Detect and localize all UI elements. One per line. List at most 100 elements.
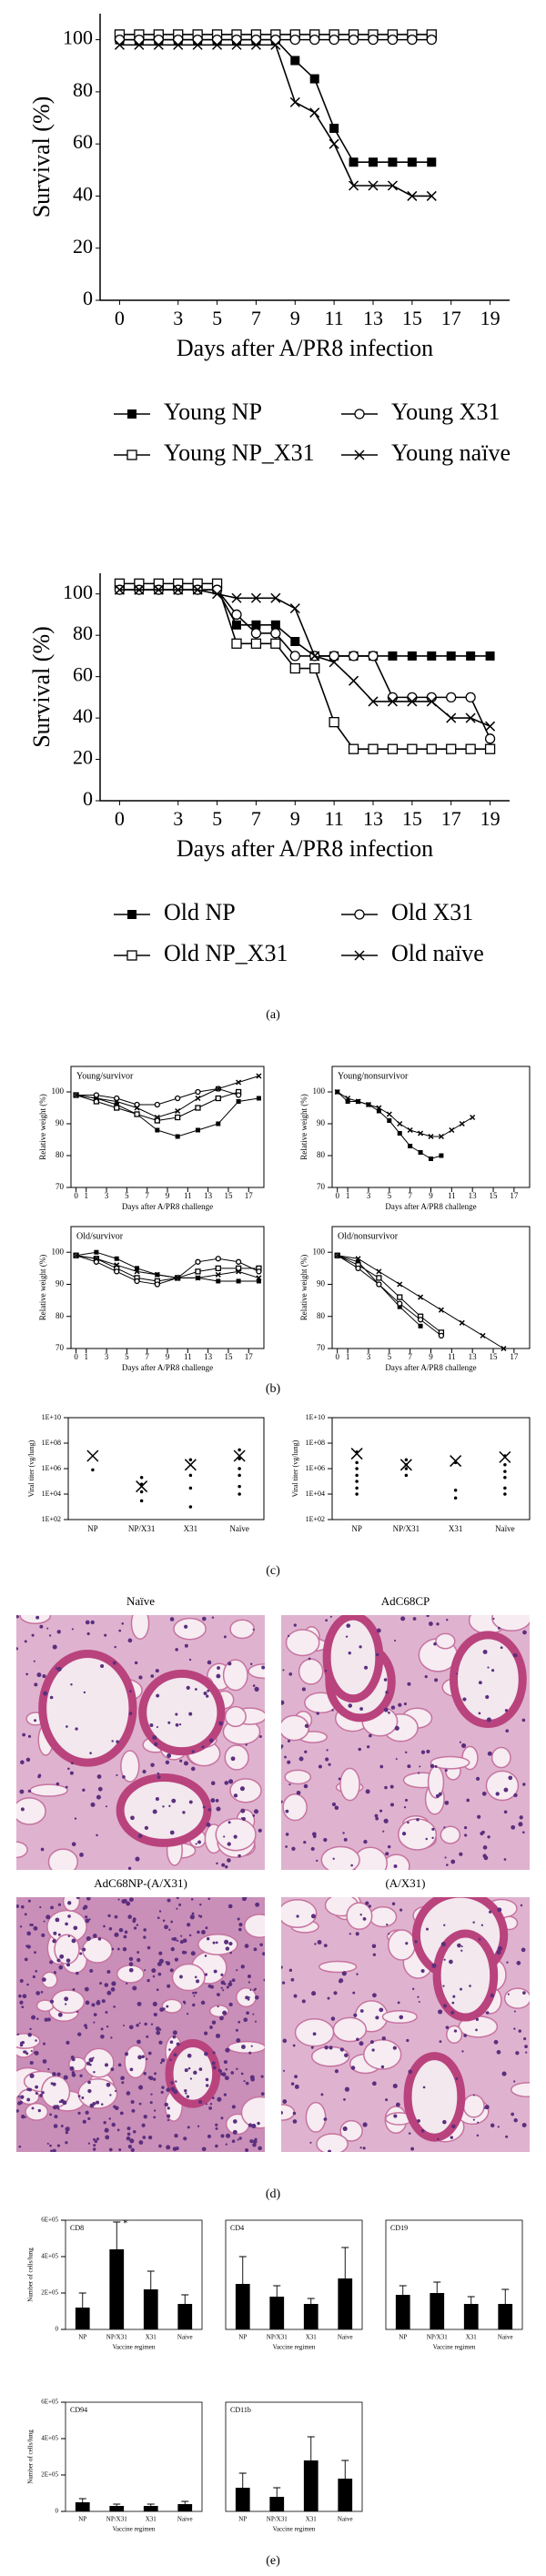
nucleus [87,2080,91,2085]
nucleus [261,1665,265,1670]
nucleus [245,2081,249,2086]
x-tick-label: 1 [346,1191,350,1200]
marker [356,1259,361,1265]
nucleus [281,1700,285,1705]
nucleus [495,1792,500,1796]
x-tick-label: Naive [177,2516,193,2523]
nucleus [383,1818,389,1823]
marker [153,34,164,45]
nucleus [359,1914,362,1916]
nucleus [443,1826,446,1829]
bar [430,2293,445,2329]
nucleus [39,2093,43,2097]
nucleus [206,1937,210,1941]
nucleus [392,2083,398,2089]
nucleus [487,1666,490,1669]
nucleus [212,2096,215,2099]
nucleus [179,1975,183,1979]
nucleus [88,2057,94,2063]
nucleus [76,1971,79,1975]
nucleus [442,1985,445,1987]
nucleus [223,2093,228,2096]
x-tick-label: 5 [125,1191,129,1200]
nucleus [128,1712,133,1715]
nucleus [29,2060,34,2066]
marker [429,1157,433,1161]
nucleus [54,2115,58,2119]
y-tick-label: 90 [317,1279,326,1288]
x-tick-label: NP/X31 [106,2334,127,2341]
nucleus [104,1983,109,1987]
nucleus [395,2102,400,2107]
x-axis-label: Vaccine regimen [273,2344,316,2351]
nucleus [132,1985,137,1991]
nucleus [496,1950,501,1955]
marker [134,1111,140,1117]
nucleus [513,1793,518,1798]
tissue [281,1897,530,2152]
nucleus [130,2099,135,2105]
nucleus [250,2076,255,2082]
nucleus [70,1682,73,1686]
nucleus [344,2086,350,2092]
bar [75,2502,90,2511]
x-tick-label: 7 [251,807,261,830]
nucleus [112,1661,116,1665]
nucleus [312,1834,317,1838]
nucleus [35,2039,37,2042]
nucleus [40,1847,45,1852]
legend-label: Young X31 [391,399,500,425]
nucleus [89,2063,92,2066]
marker [465,692,476,703]
nucleus [17,2095,20,2098]
nucleus [203,1691,207,1695]
nucleus [210,1798,216,1803]
nucleus [113,2105,116,2109]
nucleus [41,2091,45,2095]
nucleus [292,2119,298,2124]
marker [251,620,261,630]
series-line [337,1255,442,1333]
nucleus [420,2129,425,2133]
nucleus [477,2121,480,2124]
marker [154,1281,160,1288]
nucleus [452,1995,456,1998]
nucleus [16,1904,19,1908]
nucleus [167,2106,170,2110]
nucleus [30,2050,33,2053]
nucleus [389,1784,394,1789]
tissue [16,1615,265,1870]
nucleus [113,2005,116,2008]
marker [256,1073,262,1079]
nucleus [175,1712,178,1716]
marker [289,96,300,107]
nucleus [343,1837,348,1842]
nucleus [192,2003,196,2007]
marker [289,34,300,45]
nucleus [444,1800,450,1805]
nucleus [442,2119,447,2125]
nucleus [204,1955,207,1957]
bar [177,2504,193,2511]
y-tick-label: 20 [73,746,93,769]
nucleus [393,2114,398,2118]
nucleus [511,1824,516,1830]
nucleus [248,2123,253,2127]
nucleus [138,1675,143,1680]
nucleus [105,1805,107,1808]
nucleus [243,2017,248,2023]
nucleus [96,2000,101,2005]
nucleus [400,1616,406,1621]
nucleus [150,2023,154,2025]
nucleus [44,2017,49,2022]
x-tick-label: 11 [325,307,344,329]
nucleus [183,2137,187,2141]
alveolus [171,1963,206,1992]
alveolus [130,1615,150,1640]
nucleus [230,1756,236,1762]
nucleus [404,1798,409,1802]
nucleus [304,1723,309,1729]
nucleus [406,2038,410,2043]
nucleus [147,2051,152,2056]
